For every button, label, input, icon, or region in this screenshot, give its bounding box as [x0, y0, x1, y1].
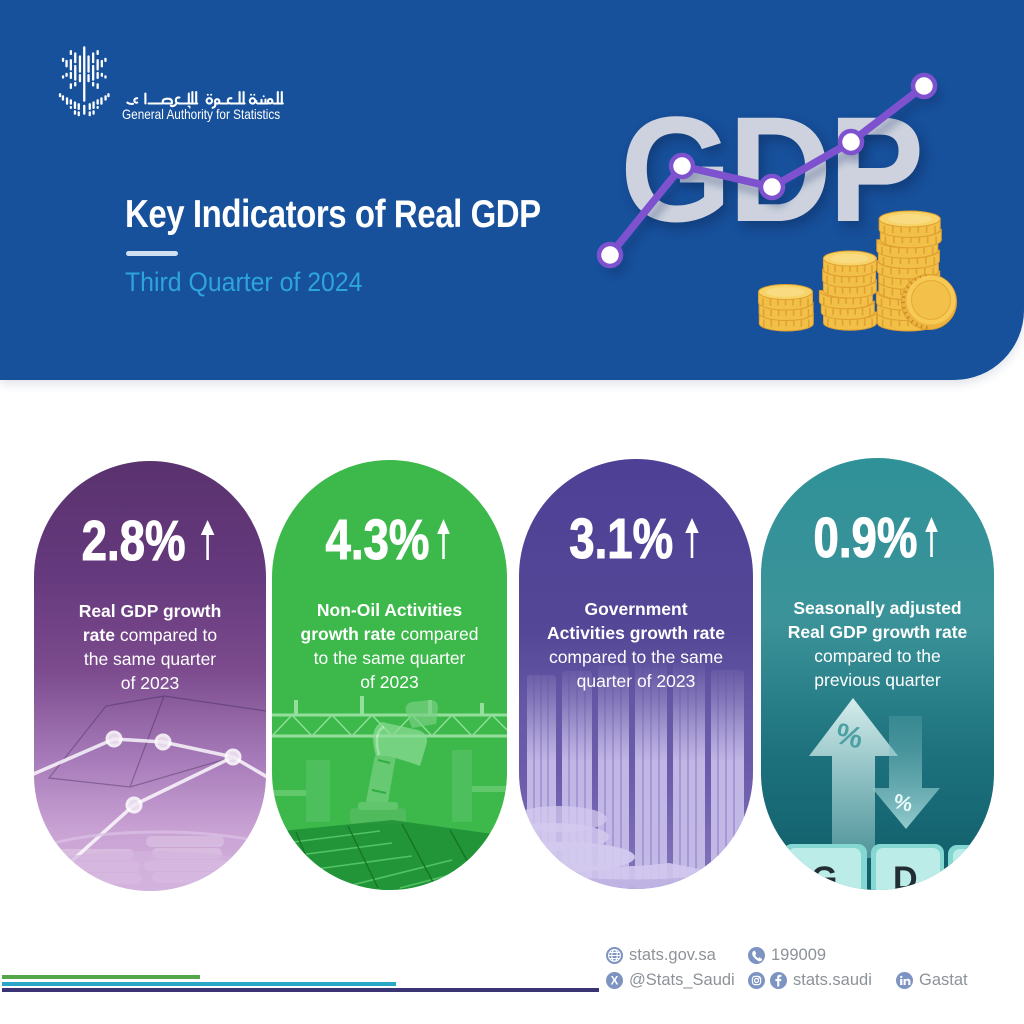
svg-text:G: G: [811, 860, 837, 890]
svg-text:X: X: [611, 975, 619, 987]
svg-text:P: P: [966, 862, 989, 890]
svg-text:%: %: [891, 790, 915, 817]
svg-text:D: D: [893, 860, 918, 890]
